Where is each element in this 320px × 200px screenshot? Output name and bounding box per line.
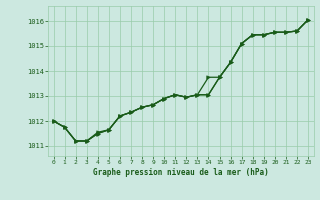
X-axis label: Graphe pression niveau de la mer (hPa): Graphe pression niveau de la mer (hPa) [93,168,269,177]
